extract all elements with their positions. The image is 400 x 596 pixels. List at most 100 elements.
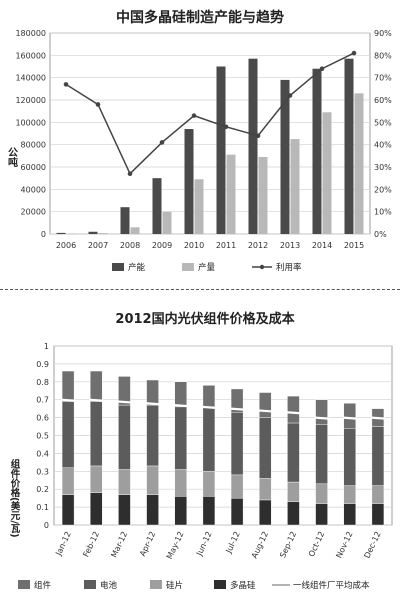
point-utilization [351, 50, 357, 56]
point-utilization [255, 133, 261, 139]
legend-swatch-3 [18, 580, 30, 589]
point-utilization [319, 66, 325, 72]
chart-capacity-trend: 中国多晶硅制造产能与趋势 公吨 0 20000 40000 60000 80000 100… [6, 9, 393, 273]
bar-segment-0 [174, 496, 187, 526]
bar-capacity [280, 79, 290, 235]
bar-segment-0 [343, 503, 356, 526]
ref-line-segment [230, 407, 245, 411]
legend-label-0: 多晶硅 [230, 580, 256, 591]
bar-output [194, 179, 204, 234]
bar-segment-1 [118, 469, 131, 495]
bar-segment-3 [230, 388, 244, 413]
bar-segment-1 [259, 478, 272, 501]
legend-label-2: 电池 [100, 580, 118, 591]
y2-tick-label: 30% [374, 163, 392, 172]
x-tick-label: 2014 [312, 241, 332, 250]
y2-tick-label: 60% [374, 96, 392, 105]
bar-segment-3 [202, 385, 216, 408]
x-tick-label: Mar-12 [109, 530, 129, 559]
x-tick-label: Dec-12 [363, 530, 383, 560]
y2-tick-label: 10% [374, 208, 392, 217]
chart1-title: 中国多晶硅制造产能与趋势 [116, 9, 284, 26]
y-tick-label: 160000 [15, 51, 46, 60]
chart-module-price-cost: 2012国内光伏组件价格及成本 组件价格(美元/瓦) 0 0.1 0.2 0.3 0.4… [9, 311, 393, 591]
bar-segment-2 [315, 424, 328, 485]
ref-line-segment [342, 416, 357, 420]
ref-line-segment [117, 400, 132, 404]
x-tick-label: Aug-12 [250, 530, 270, 560]
legend-swatch-1 [150, 580, 162, 589]
bar-output [130, 227, 140, 234]
x-tick-label: Nov-12 [334, 530, 354, 560]
ref-line-segment [201, 405, 216, 409]
bar-segment-3 [118, 376, 131, 406]
y-tick-label: 0.8 [36, 378, 49, 387]
ref-line-segment [173, 403, 188, 408]
point-utilization [191, 113, 197, 118]
bar-capacity [184, 129, 194, 234]
bar-segment-2 [230, 412, 244, 476]
bar-segment-3 [174, 381, 187, 408]
bar-output [162, 211, 172, 234]
bar-segment-1 [61, 467, 75, 495]
bar-capacity [152, 178, 162, 234]
ref-line-segment [370, 416, 385, 420]
bar-segment-0 [315, 503, 328, 526]
bar-segment-1 [146, 465, 159, 495]
ref-line-segment [61, 398, 76, 402]
bar-segment-3 [61, 370, 75, 402]
legend-label-1: 硅片 [166, 580, 183, 591]
legend-label-capacity: 产能 [128, 262, 146, 273]
chart1-ylabel: 公吨 [6, 147, 18, 168]
y-tick-label: 0.2 [36, 485, 49, 494]
bar-segment-0 [230, 497, 244, 526]
legend-swatch-output [182, 263, 194, 271]
bar-segment-1 [174, 469, 187, 497]
x-tick-label: Apr-12 [138, 530, 157, 558]
ref-line-segment [314, 416, 329, 420]
bar-capacity [216, 66, 226, 234]
legend-label-utilization: 利用率 [276, 262, 302, 273]
bar-segment-2 [90, 401, 103, 467]
bar-segment-3 [343, 403, 356, 429]
bar-segment-0 [259, 499, 272, 526]
bar-output [322, 112, 332, 234]
bar-segment-1 [343, 485, 356, 504]
y-tick-label: 40000 [21, 185, 46, 194]
bar-segment-3 [146, 379, 159, 406]
x-tick-label: Jul-12 [224, 530, 242, 555]
x-tick-label: 2015 [344, 241, 364, 250]
bar-output [258, 156, 268, 234]
x-tick-label: Feb-12 [81, 530, 101, 558]
y-tick-label: 120000 [15, 96, 46, 105]
x-tick-label: Jan-12 [54, 530, 73, 558]
plot-area [49, 32, 371, 235]
bar-segment-0 [146, 494, 159, 526]
x-tick-label: 2010 [184, 241, 204, 250]
y-tick-label: 0.1 [36, 503, 49, 512]
bar-capacity [56, 232, 66, 234]
legend-label-output: 产量 [198, 262, 216, 273]
x-tick-label: Sep-12 [278, 530, 298, 559]
bar-segment-0 [371, 503, 385, 526]
divider [0, 289, 400, 290]
bar-segment-0 [118, 494, 131, 526]
bar-capacity [88, 231, 98, 234]
bar-segment-2 [61, 401, 75, 468]
x-tick-label: Oct-12 [307, 530, 327, 558]
x-tick-label: 2008 [120, 241, 140, 250]
y-tick-label: 0.3 [36, 467, 49, 476]
point-utilization [127, 171, 133, 176]
bar-segment-2 [259, 417, 272, 479]
y-tick-label: 0.9 [36, 360, 49, 369]
bar-segment-1 [202, 471, 216, 497]
ref-line-segment [258, 409, 273, 413]
bar-segment-3 [287, 395, 300, 424]
y-tick-label: 0.6 [36, 414, 49, 423]
bar-segment-2 [343, 428, 356, 486]
ref-line-segment [286, 411, 301, 415]
x-tick-label: May-12 [165, 530, 186, 561]
bar-segment-0 [202, 496, 216, 526]
bar-segment-1 [90, 465, 103, 493]
